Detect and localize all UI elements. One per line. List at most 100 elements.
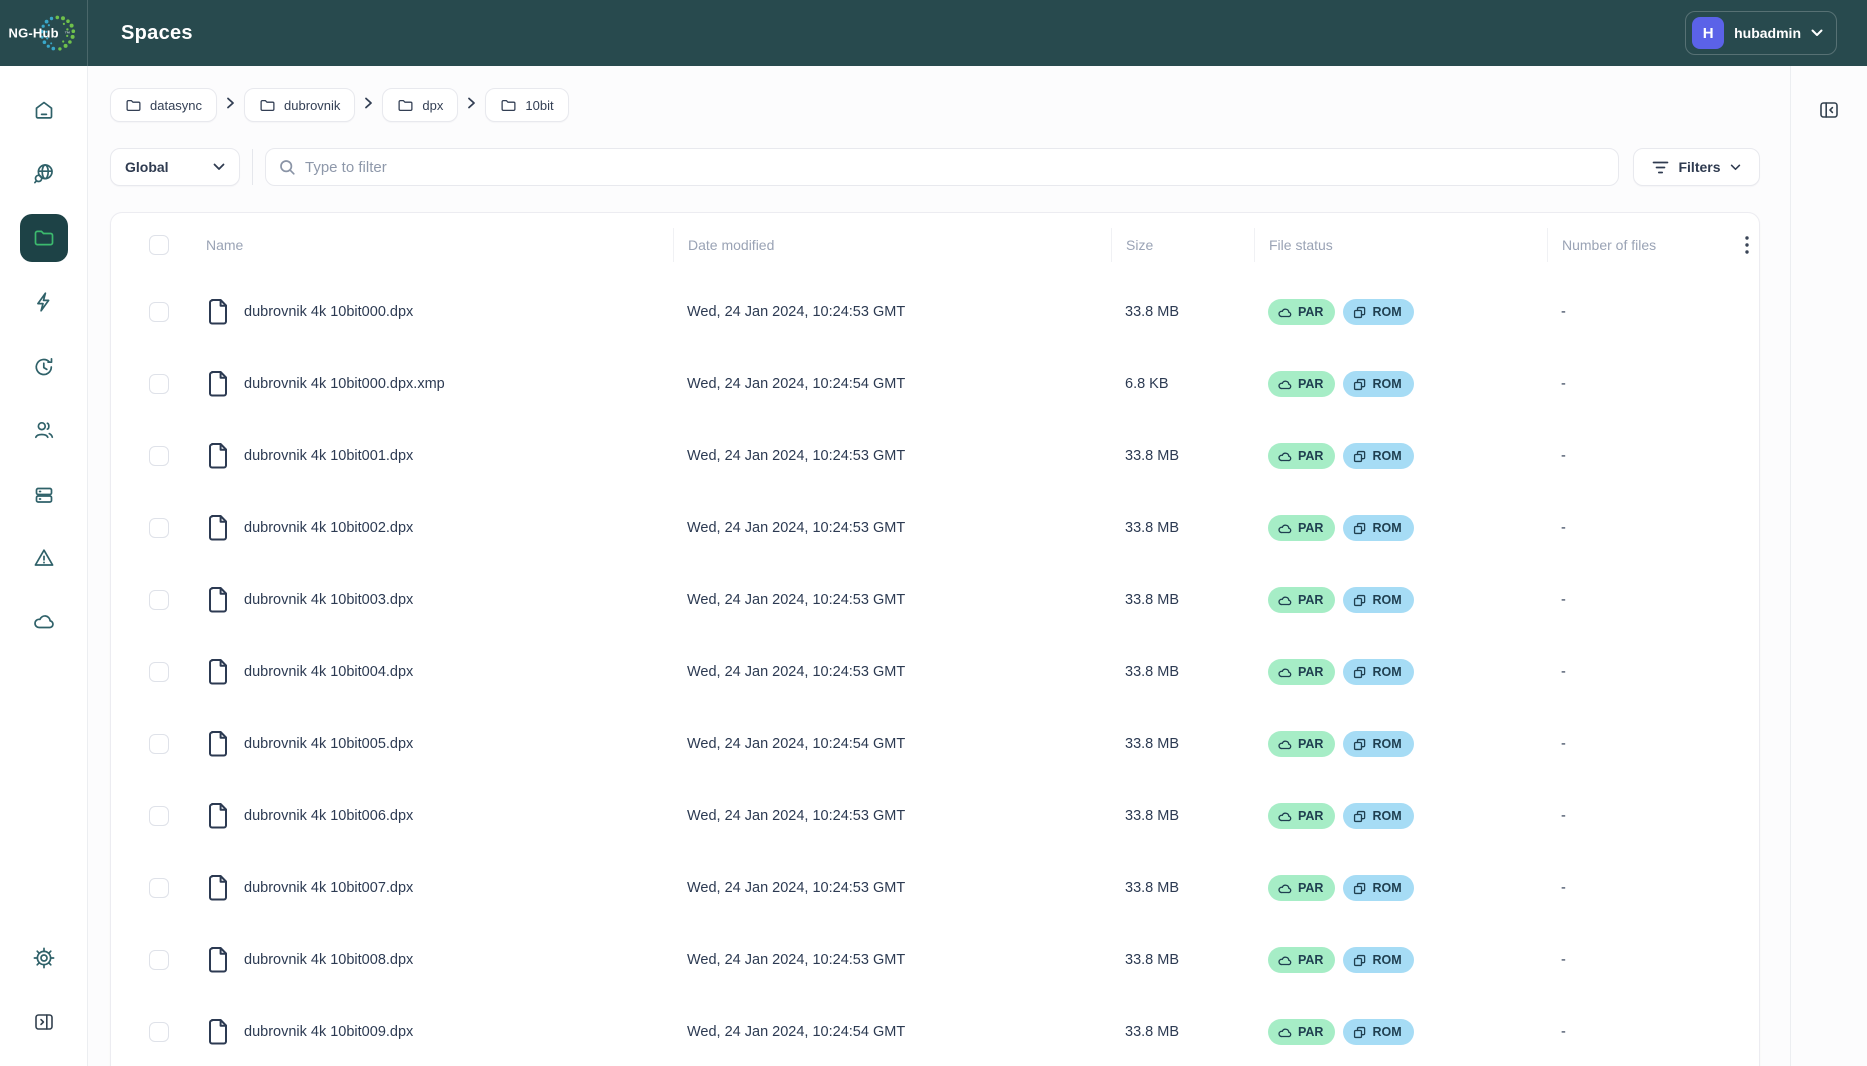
sidebar-item-actions[interactable] — [20, 278, 68, 326]
table-row[interactable]: dubrovnik 4k 10bit006.dpx Wed, 24 Jan 20… — [111, 780, 1759, 852]
status-badge-rom: ROM — [1343, 731, 1413, 757]
chevron-right-icon — [467, 97, 476, 109]
row-checkbox[interactable] — [149, 662, 169, 682]
cloud-icon — [1278, 667, 1292, 678]
sidebar-item-history[interactable] — [20, 343, 68, 391]
filters-label: Filters — [1678, 159, 1720, 175]
status-badge-rom: ROM — [1343, 659, 1413, 685]
file-icon — [206, 946, 230, 974]
row-checkbox[interactable] — [149, 950, 169, 970]
table-row[interactable]: dubrovnik 4k 10bit008.dpx Wed, 24 Jan 20… — [111, 924, 1759, 996]
sidebar-item-settings[interactable] — [20, 934, 68, 982]
table-row[interactable]: dubrovnik 4k 10bit004.dpx Wed, 24 Jan 20… — [111, 636, 1759, 708]
chevron-down-icon — [1730, 164, 1741, 171]
table-row[interactable]: dubrovnik 4k 10bit001.dpx Wed, 24 Jan 20… — [111, 420, 1759, 492]
file-icon — [206, 874, 230, 902]
breadcrumb-item-dubrovnik[interactable]: dubrovnik — [244, 88, 355, 122]
sidebar-item-users[interactable] — [20, 406, 68, 454]
chevron-down-icon — [1811, 29, 1823, 37]
table-row[interactable]: dubrovnik 4k 10bit005.dpx Wed, 24 Jan 20… — [111, 708, 1759, 780]
table-row[interactable]: dubrovnik 4k 10bit003.dpx Wed, 24 Jan 20… — [111, 564, 1759, 636]
copy-squares-icon — [1353, 306, 1366, 319]
date-modified: Wed, 24 Jan 2024, 10:24:53 GMT — [673, 808, 1111, 824]
row-checkbox[interactable] — [149, 374, 169, 394]
table-header: Name Date modified Size File status Numb… — [111, 213, 1759, 276]
file-icon — [206, 442, 230, 470]
folder-icon — [125, 98, 142, 113]
sidebar-item-home[interactable] — [20, 86, 68, 134]
row-checkbox[interactable] — [149, 590, 169, 610]
collapse-panel-button[interactable] — [1815, 96, 1843, 124]
status-badge-label: PAR — [1298, 881, 1323, 895]
cloud-icon — [1278, 523, 1292, 534]
breadcrumb-item-10bit[interactable]: 10bit — [485, 88, 568, 122]
file-size: 33.8 MB — [1111, 592, 1254, 608]
status-badge-par: PAR — [1268, 299, 1335, 325]
file-status-badges: PAR ROM — [1254, 515, 1547, 541]
row-checkbox[interactable] — [149, 446, 169, 466]
row-checkbox[interactable] — [149, 1022, 169, 1042]
status-badge-label: PAR — [1298, 953, 1323, 967]
app-logo: NG-Hub™ — [0, 0, 88, 66]
table-options-button[interactable] — [1735, 233, 1759, 257]
row-checkbox[interactable] — [149, 734, 169, 754]
filters-button[interactable]: Filters — [1633, 148, 1760, 186]
table-row[interactable]: dubrovnik 4k 10bit009.dpx Wed, 24 Jan 20… — [111, 996, 1759, 1066]
kebab-menu-icon — [1745, 236, 1749, 254]
username: hubadmin — [1734, 25, 1801, 41]
filter-toolbar: Global Filters — [110, 148, 1760, 186]
status-badge-label: ROM — [1372, 377, 1401, 391]
folder-icon — [500, 98, 517, 113]
row-checkbox[interactable] — [149, 302, 169, 322]
file-name: dubrovnik 4k 10bit006.dpx — [244, 808, 413, 824]
row-checkbox[interactable] — [149, 518, 169, 538]
file-icon — [206, 730, 230, 758]
user-menu[interactable]: H hubadmin — [1685, 11, 1837, 55]
row-checkbox[interactable] — [149, 806, 169, 826]
file-status-badges: PAR ROM — [1254, 803, 1547, 829]
users-icon — [32, 418, 56, 442]
sidebar-item-cloud[interactable] — [20, 598, 68, 646]
breadcrumb: datasync dubrovnik dpx 10bit — [110, 88, 569, 122]
app-header: NG-Hub™ Spaces H hubadmin — [0, 0, 1867, 66]
breadcrumb-item-dpx[interactable]: dpx — [382, 88, 458, 122]
status-badge-rom: ROM — [1343, 515, 1413, 541]
file-table: Name Date modified Size File status Numb… — [110, 212, 1760, 1066]
file-icon — [206, 1018, 230, 1046]
file-name: dubrovnik 4k 10bit005.dpx — [244, 736, 413, 752]
sidebar-item-servers[interactable] — [20, 471, 68, 519]
date-modified: Wed, 24 Jan 2024, 10:24:54 GMT — [673, 1024, 1111, 1040]
breadcrumb-item-datasync[interactable]: datasync — [110, 88, 217, 122]
sidebar-item-collapse[interactable] — [20, 998, 68, 1046]
file-icon — [206, 586, 230, 614]
select-all-checkbox[interactable] — [149, 235, 169, 255]
file-status-badges: PAR ROM — [1254, 299, 1547, 325]
panel-collapse-icon — [1817, 98, 1841, 122]
file-size: 33.8 MB — [1111, 952, 1254, 968]
copy-squares-icon — [1353, 954, 1366, 967]
file-name: dubrovnik 4k 10bit004.dpx — [244, 664, 413, 680]
table-row[interactable]: dubrovnik 4k 10bit000.dpx.xmp Wed, 24 Ja… — [111, 348, 1759, 420]
file-name: dubrovnik 4k 10bit009.dpx — [244, 1024, 413, 1040]
sidebar-item-spaces[interactable] — [20, 214, 68, 262]
file-name: dubrovnik 4k 10bit003.dpx — [244, 592, 413, 608]
number-of-files: - — [1547, 376, 1725, 392]
file-status-badges: PAR ROM — [1254, 947, 1547, 973]
date-modified: Wed, 24 Jan 2024, 10:24:53 GMT — [673, 592, 1111, 608]
file-status-badges: PAR ROM — [1254, 875, 1547, 901]
table-row[interactable]: dubrovnik 4k 10bit002.dpx Wed, 24 Jan 20… — [111, 492, 1759, 564]
date-modified: Wed, 24 Jan 2024, 10:24:53 GMT — [673, 880, 1111, 896]
status-badge-label: PAR — [1298, 449, 1323, 463]
status-badge-par: PAR — [1268, 875, 1335, 901]
status-badge-par: PAR — [1268, 515, 1335, 541]
status-badge-label: ROM — [1372, 305, 1401, 319]
search-input[interactable] — [305, 159, 1605, 176]
file-icon — [206, 514, 230, 542]
scope-dropdown[interactable]: Global — [110, 148, 240, 186]
row-checkbox[interactable] — [149, 878, 169, 898]
table-row[interactable]: dubrovnik 4k 10bit000.dpx Wed, 24 Jan 20… — [111, 276, 1759, 348]
table-row[interactable]: dubrovnik 4k 10bit007.dpx Wed, 24 Jan 20… — [111, 852, 1759, 924]
sidebar-item-alerts[interactable] — [20, 534, 68, 582]
breadcrumb-label: dpx — [422, 98, 443, 113]
sidebar-item-discover[interactable] — [20, 150, 68, 198]
